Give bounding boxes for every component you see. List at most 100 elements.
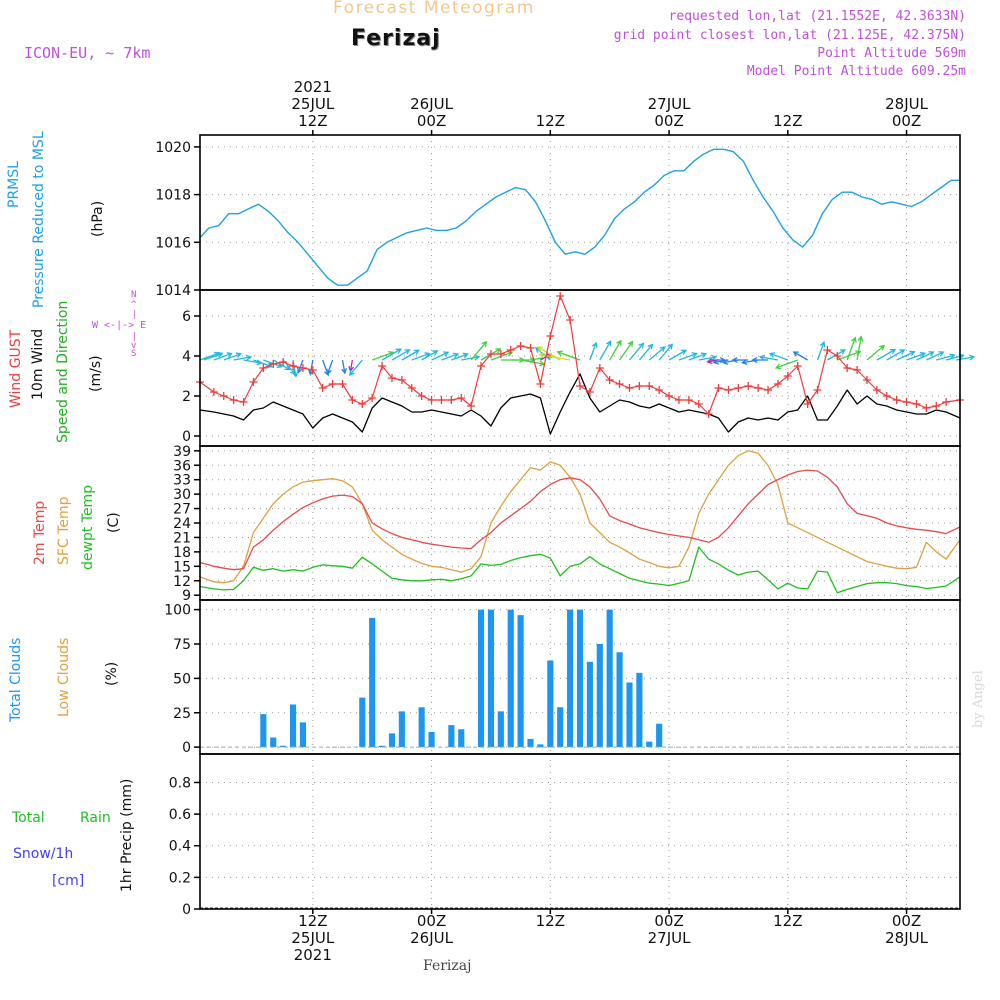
wind-arrow (775, 359, 798, 369)
wind-arrow-head (706, 358, 713, 365)
wind-gust-marker (556, 292, 565, 300)
wind-arrow-head (680, 349, 688, 355)
wind-arrow (896, 351, 915, 361)
bottom-date-label: 26JUL (410, 929, 453, 947)
wind-gust-marker (348, 396, 357, 404)
top-date-label: 26JUL (410, 95, 453, 113)
cloud-bar (458, 729, 465, 748)
wind-gust-marker (516, 342, 525, 350)
cloud-bar (280, 745, 287, 748)
wind-gust-marker (714, 384, 723, 392)
wind-gust-marker (417, 392, 426, 400)
wind-arrow-head (968, 354, 976, 361)
wind-arrow (793, 351, 808, 361)
cloud-bar (626, 682, 633, 748)
wind-arrow (431, 351, 449, 361)
precip-ytick-label: 0.8 (169, 775, 191, 791)
wind-arrow (199, 352, 220, 361)
temp-ytick-label: 9 (182, 588, 191, 604)
wind-gust-marker (437, 396, 446, 404)
top-hour-label: 12Z (773, 112, 802, 130)
cloud-bar (507, 609, 514, 748)
wind-arrow-head (217, 351, 224, 358)
wind-gust-marker (279, 358, 288, 366)
wind-arrow (539, 354, 571, 361)
wind-arrow-head (667, 343, 674, 350)
bottom-hour-label: 12Z (298, 912, 327, 930)
pressure-panel-frame (199, 134, 961, 291)
cloud-bar (359, 697, 366, 748)
cloud-bar (428, 732, 435, 748)
wind-arrow (341, 359, 346, 374)
wind-arrow-head (731, 357, 738, 363)
wind-gust-marker (823, 346, 832, 354)
temp-ytick-label: 24 (173, 516, 191, 532)
wind-arrow (461, 356, 480, 361)
wind-gust-marker (328, 380, 337, 388)
wind-arrow-head (792, 351, 799, 357)
cloud-bar (636, 672, 643, 748)
wind-gust-marker (467, 402, 476, 410)
precip-panel-frame (199, 753, 961, 910)
wind-gust-marker (308, 366, 317, 374)
wind-gust-marker (289, 362, 298, 370)
temp-ytick-label: 36 (173, 458, 191, 474)
wind-arrow (816, 342, 825, 361)
top-year-label: 2021 (294, 78, 332, 96)
wind-arrow (272, 359, 290, 370)
pressure-ytick-label: 1014 (155, 283, 191, 299)
temp-ytick-label: 27 (173, 502, 191, 518)
wind-arrow (381, 348, 402, 361)
cloud-bar (547, 660, 554, 748)
wind-gust-marker (536, 380, 545, 388)
wind-gust-marker (793, 362, 802, 370)
wind-arrow (648, 346, 666, 361)
wind-gust-marker (209, 388, 218, 396)
precip-total-label: Total (12, 810, 45, 826)
wind-gust-marker (615, 380, 624, 388)
clouds-ytick-label: 50 (173, 671, 191, 687)
wind-arrow (326, 359, 334, 374)
wind-gust-marker (595, 364, 604, 372)
wind-arrow (906, 352, 926, 361)
wind-arrow-head (297, 367, 303, 374)
wind-arrow-head (659, 346, 666, 352)
wind-arrow-head (616, 339, 622, 346)
wind-gust-marker (546, 332, 555, 340)
cloud-bar (477, 609, 485, 748)
precip-snow-label: Snow/1h (13, 846, 74, 862)
wind-arrow-head (591, 341, 598, 349)
wind-arrow (668, 349, 687, 361)
wind-gust-marker (229, 396, 238, 404)
wind-gust-marker (734, 384, 743, 392)
wind-gust-marker (407, 384, 416, 392)
wind-arrow (349, 359, 363, 376)
wind-arrow (421, 350, 438, 361)
wind-arrow (638, 344, 653, 361)
cloud-bar (557, 707, 564, 748)
wind-arrow (866, 345, 885, 361)
model-point-altitude: Model Point Altitude 609.25m (746, 64, 966, 79)
cloud-bar (487, 609, 495, 748)
wind-arrow-head (774, 363, 782, 370)
wind-arrow (926, 351, 944, 361)
cloud-bar (379, 745, 386, 748)
wind-arrow (599, 340, 612, 361)
wind-arrow (411, 352, 430, 361)
wind-arrow-head (857, 335, 864, 342)
wind-arrow-head (638, 342, 645, 349)
wind-gust-marker (358, 400, 367, 408)
wind-arrow-head (538, 352, 545, 359)
wind-gust-marker (625, 384, 634, 392)
wind-gust-marker (477, 362, 486, 370)
wind-gust-marker (239, 398, 248, 406)
wind-arrow (309, 359, 314, 375)
wind-arrow-head (474, 354, 481, 361)
wind-arrow (916, 351, 934, 361)
wind-gust-marker (773, 380, 782, 388)
sfc-temp-line (199, 450, 961, 584)
wind-arrow (628, 343, 644, 361)
top-hour-label: 12Z (536, 112, 565, 130)
wind-arrow-head (462, 352, 469, 359)
wind-arrow (349, 359, 354, 372)
